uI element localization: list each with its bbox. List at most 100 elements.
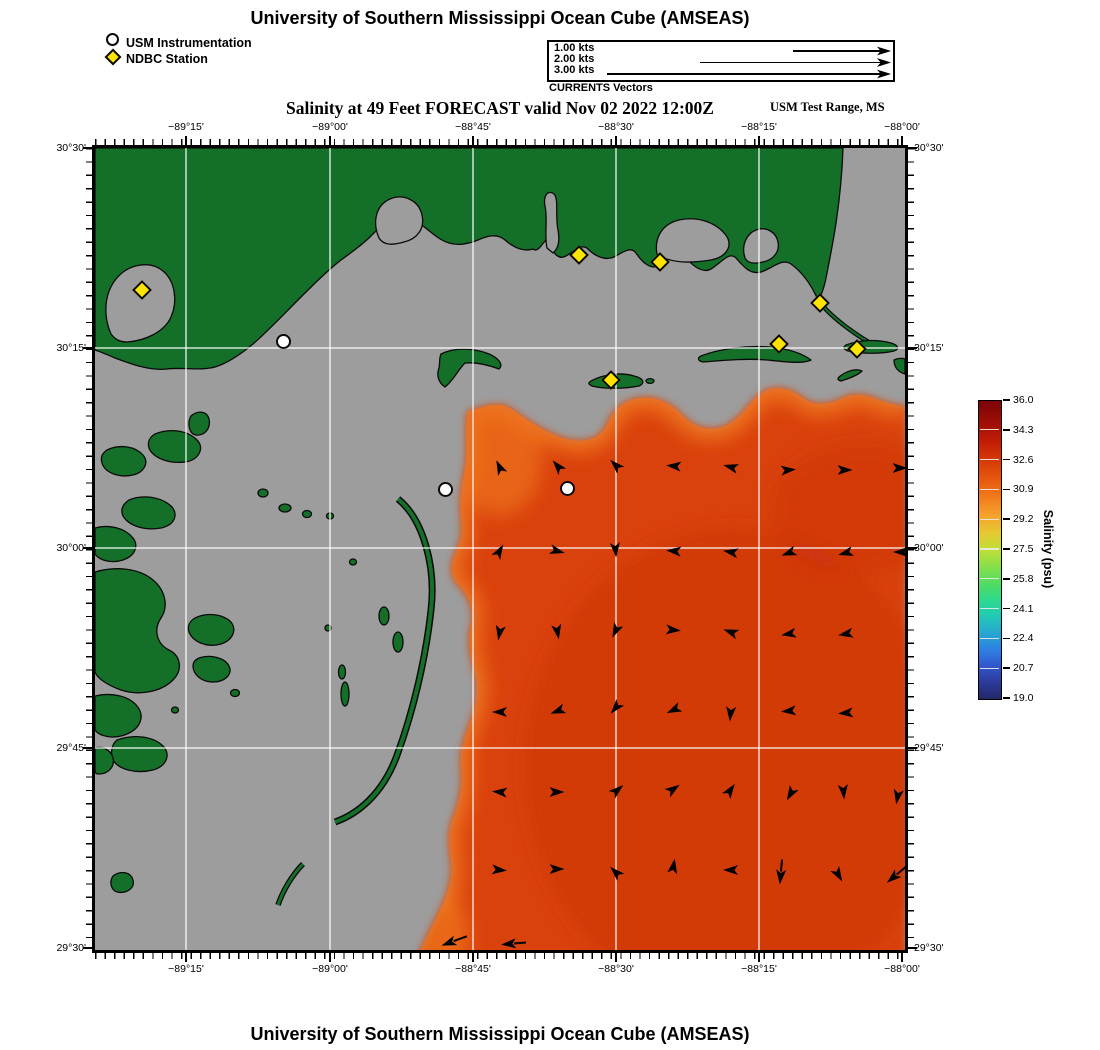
lon-tick-label-top: −88°45' (455, 121, 491, 133)
lat-major-tick (908, 347, 917, 349)
current-vector-arrow (836, 784, 849, 800)
lon-major-tick (472, 953, 474, 962)
lon-tick-label-bottom: −88°45' (455, 963, 491, 975)
current-vector-arrow (549, 863, 565, 875)
colorbar-tick (1003, 518, 1010, 520)
footer-title: University of Southern Mississippi Ocean… (250, 1024, 750, 1044)
lat-major-tick (908, 147, 917, 149)
current-vector-arrowhead (549, 786, 565, 798)
colorbar-divider (979, 488, 999, 490)
bay-east (742, 228, 779, 264)
lon-tick-label-top: −89°00' (312, 121, 348, 133)
colorbar-tick-label: 36.0 (1013, 394, 1034, 406)
colorbar-tick-label: 20.7 (1013, 662, 1034, 675)
usm-instrumentation-marker (437, 481, 453, 497)
colorbar-tick (1003, 578, 1010, 580)
current-vector-arrowhead (492, 706, 507, 718)
vector-legend-line (793, 50, 881, 52)
colorbar-title: Salinity (psu) (1041, 509, 1055, 589)
colorbar-tick (1003, 488, 1010, 491)
se-islet (837, 369, 863, 382)
current-vector-arrow (723, 864, 738, 876)
current-vector-arrowhead (723, 864, 738, 876)
dauphin-islet (893, 357, 905, 375)
usm-instrumentation-marker (275, 333, 291, 349)
current-vector-arrow (780, 704, 796, 717)
colorbar-tick (1003, 548, 1010, 550)
map-plot (92, 145, 908, 953)
colorbar-tick (1003, 607, 1010, 610)
land-polygons (95, 148, 905, 906)
vector-legend-arrowhead (877, 69, 891, 79)
region-label: USM Test Range, MS (770, 100, 885, 114)
lat-tick-label-left: 30°00' (56, 542, 86, 554)
bottom-axis-minor-ticks (95, 953, 905, 959)
current-vector-arrowhead (491, 785, 507, 798)
lon-tick-label-top: −89°15' (168, 121, 204, 133)
current-vector-arrow (492, 706, 507, 718)
current-vector-arrowhead (893, 546, 908, 558)
lon-tick-label-top: −88°30' (598, 121, 634, 133)
current-vector-arrowhead (550, 624, 564, 641)
lat-major-tick (83, 947, 92, 949)
current-vector-arrow (890, 789, 904, 806)
colorbar-tick (1003, 429, 1010, 431)
current-vector-arrowhead (491, 863, 507, 876)
current-vector-arrow (549, 786, 565, 798)
lon-major-tick (615, 136, 617, 145)
current-vector-arrow (722, 545, 739, 559)
lon-tick-label-bottom: −89°00' (312, 963, 348, 975)
currents-vector-caption: CURRENTS Vectors (549, 82, 653, 94)
vector-legend-line (607, 73, 881, 75)
currents-vector-legend-box: 1.00 kts 2.00 kts 3.00 kts (547, 40, 895, 82)
gridline-longitude (758, 148, 760, 950)
colorbar-tick-label: 27.5 (1013, 543, 1034, 555)
biloxi-channel (543, 191, 560, 254)
current-vector-arrow (893, 546, 908, 558)
lat-major-tick (83, 547, 92, 549)
lat-tick-label-right: 30°15' (914, 342, 944, 354)
usm-instrumentation-icon (106, 33, 119, 46)
current-vector-arrowhead (722, 545, 739, 559)
current-vector-arrowhead (837, 464, 853, 476)
current-vector-arrowhead (780, 627, 797, 641)
current-vector-arrow (837, 627, 854, 641)
vector-legend-1kt-label: 1.00 kts (554, 42, 595, 54)
current-vector-arrow (837, 464, 853, 476)
salinity-field (417, 388, 905, 950)
usm-instrumentation-label: USM Instrumentation (126, 36, 252, 50)
gridline-latitude (95, 747, 905, 749)
current-vector-arrow (666, 858, 680, 875)
current-vector-arrow (723, 706, 736, 722)
lon-tick-label-top: −88°00' (884, 121, 920, 133)
current-vector-arrow (491, 785, 507, 798)
top-axis-minor-ticks (95, 139, 905, 145)
usm-instrumentation-marker (559, 480, 575, 496)
colorbar-divider (979, 578, 999, 580)
colorbar-divider (979, 667, 999, 669)
lat-tick-label-right: 30°00' (914, 542, 944, 554)
current-vector-arrowhead (780, 704, 796, 717)
current-vector-arrow (665, 623, 681, 636)
lon-major-tick (329, 136, 331, 145)
lat-tick-label-left: 29°45' (56, 742, 86, 754)
map-canvas (95, 148, 905, 950)
current-vector-arrowhead (890, 789, 904, 806)
colorbar-tick-label: 29.2 (1013, 513, 1034, 526)
vector-legend-3kt-label: 3.00 kts (554, 64, 595, 76)
current-vector-arrow (491, 863, 507, 876)
lon-tick-label-top: −88°15' (741, 121, 777, 133)
current-vector-arrow (665, 459, 681, 472)
forecast-subtitle: Salinity at 49 Feet FORECAST valid Nov 0… (286, 98, 714, 118)
vector-legend-arrowhead (877, 58, 891, 67)
colorbar-divider (979, 548, 999, 550)
lon-tick-label-bottom: −89°15' (168, 963, 204, 975)
lon-major-tick (185, 136, 187, 145)
vector-legend-line (700, 61, 881, 64)
colorbar (978, 400, 1002, 700)
lon-major-tick (472, 136, 474, 145)
current-vector-arrowhead (665, 623, 681, 636)
current-vector-arrowhead (665, 544, 681, 557)
colorbar-divider (979, 518, 999, 520)
current-vector-arrow (892, 462, 905, 474)
